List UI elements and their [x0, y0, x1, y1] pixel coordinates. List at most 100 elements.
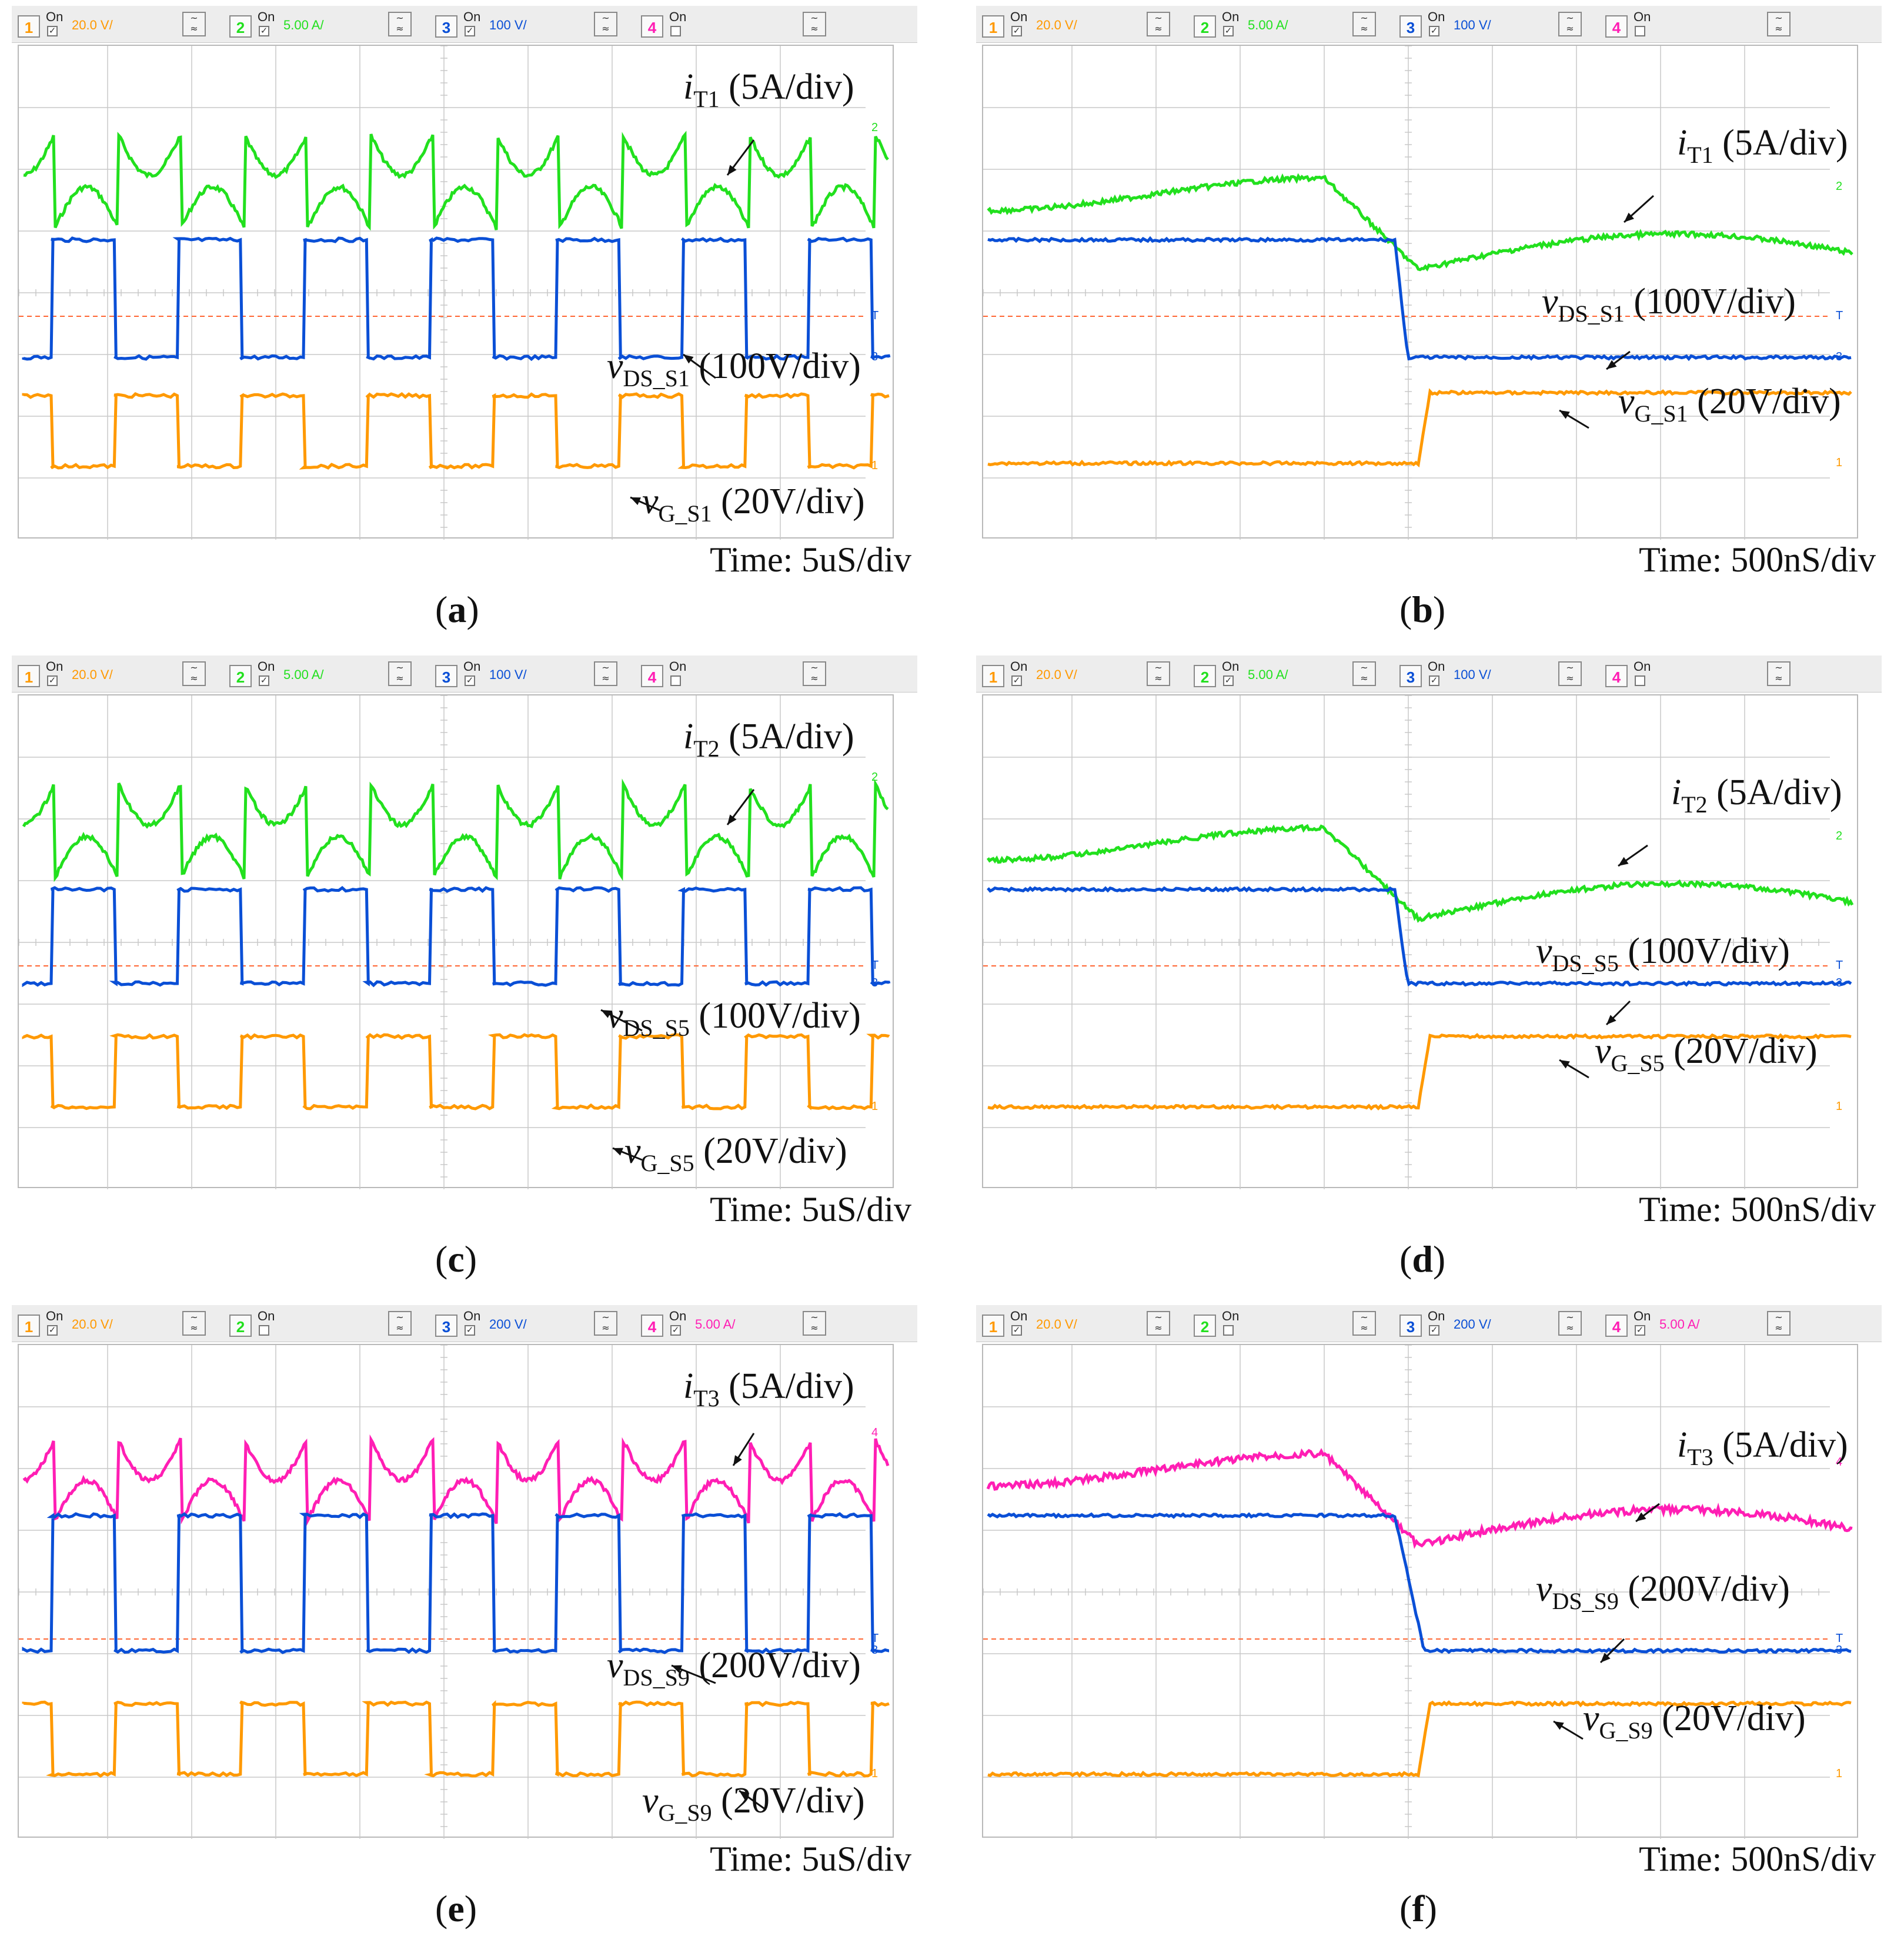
channel-number-badge[interactable]: 1: [18, 665, 40, 687]
channel-on-checkbox[interactable]: ✓: [47, 675, 58, 686]
channel-number-badge[interactable]: 3: [1399, 15, 1422, 38]
channel-on-checkbox[interactable]: ✓: [1429, 675, 1439, 686]
channel-toolbar: 1 On ✓ 20.0 V/~ ≈2 On ✓ 5.00 A/~ ≈3 On ✓ 100 V/~ …: [12, 655, 917, 693]
subfigure-caption: (d): [1399, 1238, 1446, 1280]
channel-on-checkbox[interactable]: ✓: [670, 1325, 681, 1336]
channel-number-badge[interactable]: 4: [1605, 665, 1628, 687]
channel-on-checkbox[interactable]: ✓: [465, 1325, 475, 1336]
coupling-icon[interactable]: ~ ≈: [1767, 1311, 1791, 1336]
channel-scale-value: 100 V/: [489, 667, 527, 682]
grid: [983, 46, 1830, 540]
channel-on-checkbox[interactable]: ✓: [465, 26, 475, 36]
channel-number-badge[interactable]: 4: [641, 15, 663, 38]
coupling-icon[interactable]: ~ ≈: [182, 1311, 206, 1336]
signal-label-vds: vDS_S1 (100V/div): [607, 346, 861, 392]
channel-number-badge[interactable]: 4: [641, 665, 663, 687]
coupling-icon[interactable]: ~ ≈: [1558, 661, 1582, 686]
coupling-icon[interactable]: ~ ≈: [1352, 661, 1376, 686]
coupling-icon[interactable]: ~ ≈: [182, 661, 206, 686]
signal-scale: (20V/div): [1673, 1031, 1818, 1071]
annotation-arrowhead: [1636, 1512, 1646, 1521]
annotation-arrows: [1559, 195, 1655, 429]
time-base-label: Time: 500nS/div: [1639, 1190, 1876, 1229]
channel-number-badge[interactable]: 1: [982, 665, 1004, 687]
channel-on-checkbox[interactable]: [259, 1325, 269, 1336]
channel-number-badge[interactable]: 3: [1399, 665, 1422, 687]
current-trace: [22, 1434, 890, 1527]
channel-number-badge[interactable]: 2: [1194, 1315, 1216, 1337]
coupling-icon[interactable]: ~ ≈: [594, 1311, 617, 1336]
channel-number-badge[interactable]: 2: [229, 15, 252, 38]
channel-number-badge[interactable]: 3: [1399, 1315, 1422, 1337]
channel-number-badge[interactable]: 2: [1194, 15, 1216, 38]
channel-number-badge[interactable]: 2: [229, 665, 252, 687]
channel-number-badge[interactable]: 2: [229, 1315, 252, 1337]
scope-panel-c: 1 On ✓ 20.0 V/~ ≈2 On ✓ 5.00 A/~ ≈3 On ✓ 100 V/~ …: [12, 655, 929, 1280]
channel-on-checkbox[interactable]: ✓: [1635, 1325, 1645, 1336]
coupling-icon[interactable]: ~ ≈: [803, 661, 826, 686]
channel-number-badge[interactable]: 3: [435, 665, 457, 687]
channel-marker-vg: 1: [1836, 456, 1843, 469]
coupling-icon[interactable]: ~ ≈: [594, 12, 617, 36]
signal-label-vds: vDS_S9 (200V/div): [607, 1645, 861, 1691]
coupling-icon[interactable]: ~ ≈: [594, 661, 617, 686]
channel-on-checkbox[interactable]: ✓: [1429, 26, 1439, 36]
waveform-svg: [983, 46, 1853, 540]
channel-number-badge[interactable]: 4: [1605, 15, 1628, 38]
coupling-icon[interactable]: ~ ≈: [803, 1311, 826, 1336]
channel-on-checkbox[interactable]: [670, 26, 681, 36]
channel-number-badge[interactable]: 2: [1194, 665, 1216, 687]
annotation-arrows: [600, 789, 755, 1161]
channel-on-checkbox[interactable]: ✓: [1011, 675, 1022, 686]
signal-scale: (5A/div): [1722, 1425, 1848, 1465]
coupling-icon[interactable]: ~ ≈: [388, 12, 412, 36]
channel-on-checkbox[interactable]: [1223, 1325, 1234, 1336]
coupling-icon[interactable]: ~ ≈: [1767, 661, 1791, 686]
channel-marker-trigger: T: [1836, 959, 1843, 972]
signal-symbol: v: [1583, 1698, 1599, 1738]
coupling-icon[interactable]: ~ ≈: [803, 12, 826, 36]
coupling-icon[interactable]: ~ ≈: [1558, 1311, 1582, 1336]
channel-number-badge[interactable]: 3: [435, 15, 457, 38]
channel-on-checkbox[interactable]: ✓: [1223, 675, 1234, 686]
coupling-icon[interactable]: ~ ≈: [388, 661, 412, 686]
coupling-icon[interactable]: ~ ≈: [1767, 12, 1791, 36]
coupling-icon[interactable]: ~ ≈: [388, 1311, 412, 1336]
channel-on-checkbox[interactable]: ✓: [1011, 26, 1022, 36]
channel-on-checkbox[interactable]: ✓: [1011, 1325, 1022, 1336]
channel-number-badge[interactable]: 1: [18, 1315, 40, 1337]
channel-scale-value: 20.0 V/: [1036, 1317, 1077, 1332]
channel-on-checkbox[interactable]: ✓: [47, 1325, 58, 1336]
coupling-icon[interactable]: ~ ≈: [1147, 1311, 1170, 1336]
channel-number-badge[interactable]: 1: [18, 15, 40, 38]
coupling-icon[interactable]: ~ ≈: [182, 12, 206, 36]
channel-on-checkbox[interactable]: ✓: [465, 675, 475, 686]
channel-number-badge[interactable]: 1: [982, 1315, 1004, 1337]
signal-subscript: T2: [1681, 791, 1708, 818]
signal-subscript: DS_S5: [623, 1015, 690, 1041]
channel-on-checkbox[interactable]: ✓: [259, 26, 269, 36]
waveform-svg: [19, 46, 891, 540]
channel-toolbar: 1 On ✓ 20.0 V/ ~ ≈ 2 On ~ ≈ 3 On ✓ 200 V/ ~ ≈ 4 On ✓ 5.0…: [976, 1305, 1882, 1342]
channel-on-checkbox[interactable]: [1635, 675, 1645, 686]
coupling-icon[interactable]: ~ ≈: [1147, 661, 1170, 686]
coupling-icon[interactable]: ~ ≈: [1352, 12, 1376, 36]
coupling-icon[interactable]: ~ ≈: [1147, 12, 1170, 36]
signal-subscript: G_S9: [1599, 1717, 1653, 1744]
channel-on-checkbox[interactable]: ✓: [1223, 26, 1234, 36]
channel-number-badge[interactable]: 1: [982, 15, 1004, 38]
waveform-svg: [19, 695, 891, 1189]
signal-scale: (20V/div): [703, 1131, 847, 1171]
coupling-icon[interactable]: ~ ≈: [1352, 1311, 1376, 1336]
channel-on-checkbox[interactable]: [670, 675, 681, 686]
channel-on-checkbox[interactable]: ✓: [1429, 1325, 1439, 1336]
signal-symbol: i: [683, 67, 694, 107]
channel-on-checkbox[interactable]: ✓: [47, 26, 58, 36]
channel-marker-trigger: T: [871, 1632, 879, 1645]
channel-number-badge[interactable]: 4: [641, 1315, 663, 1337]
channel-number-badge[interactable]: 3: [435, 1315, 457, 1337]
channel-number-badge[interactable]: 4: [1605, 1315, 1628, 1337]
coupling-icon[interactable]: ~ ≈: [1558, 12, 1582, 36]
channel-on-checkbox[interactable]: [1635, 26, 1645, 36]
channel-on-checkbox[interactable]: ✓: [259, 675, 269, 686]
